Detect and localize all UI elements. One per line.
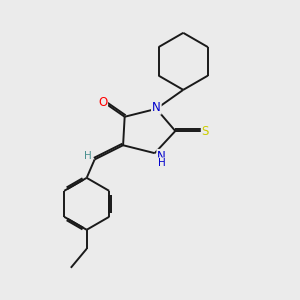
Text: N: N <box>152 101 161 114</box>
Text: H: H <box>84 151 92 161</box>
Text: S: S <box>202 124 209 137</box>
Text: N: N <box>157 150 166 163</box>
Text: O: O <box>98 96 107 109</box>
Text: H: H <box>158 158 166 168</box>
